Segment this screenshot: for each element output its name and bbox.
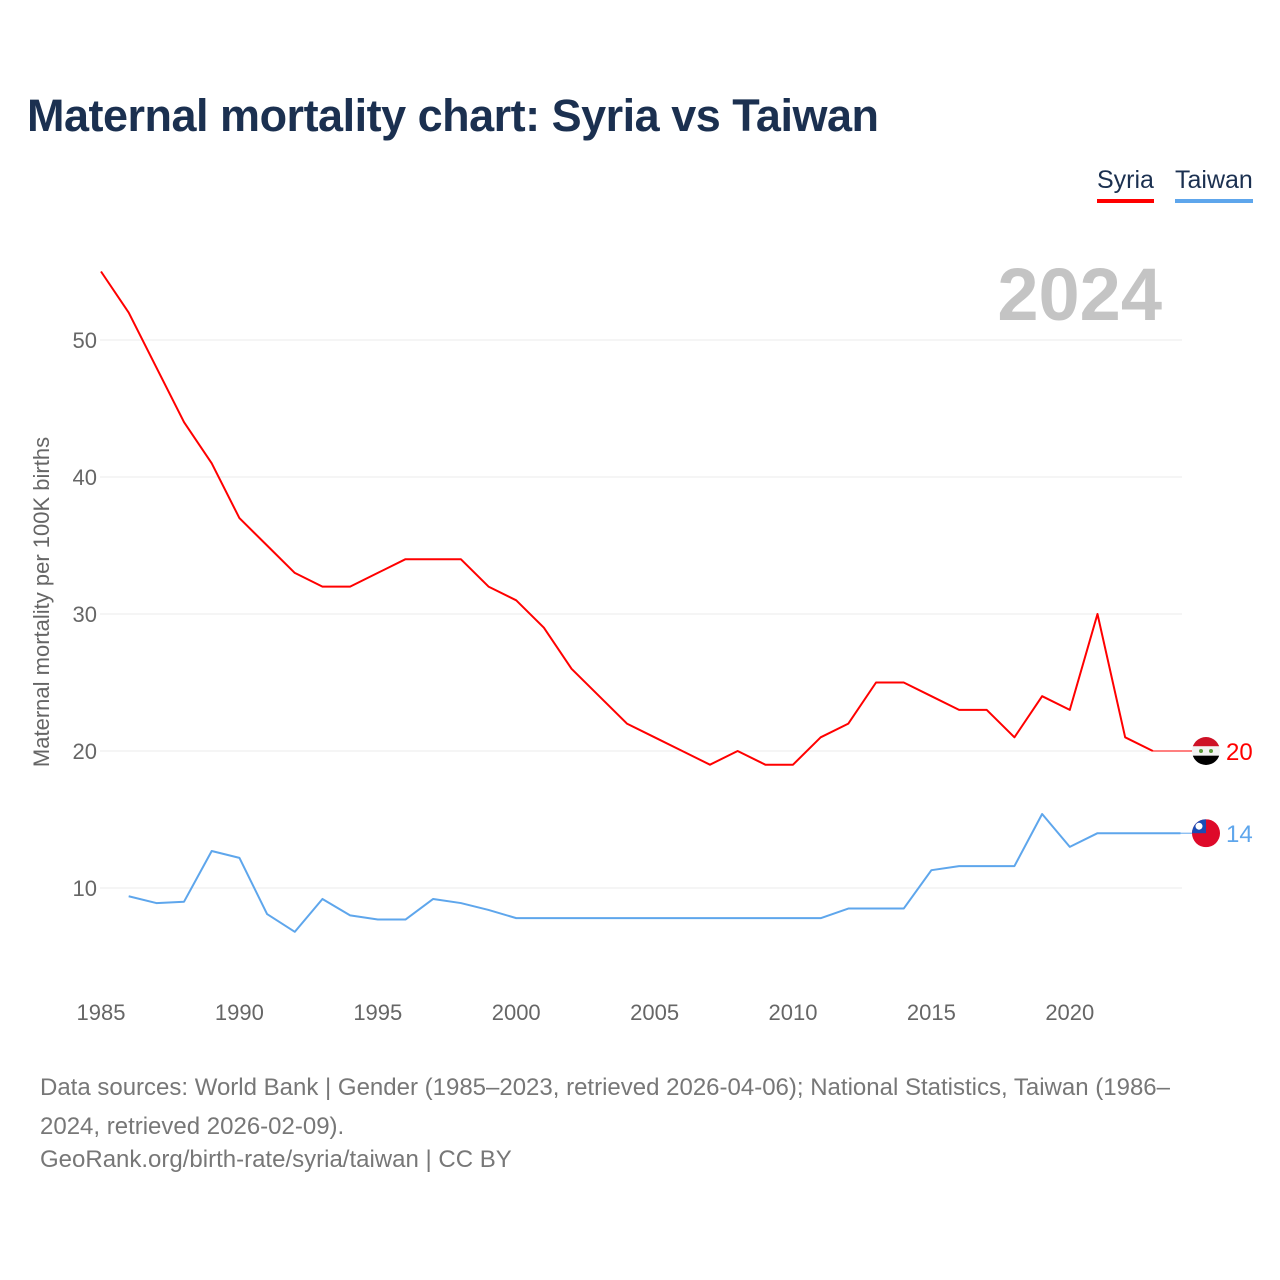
data-sources: Data sources: World Bank | Gender (1985–…	[40, 1074, 1170, 1140]
legend-item-syria[interactable]: Syria	[1097, 166, 1154, 203]
y-tick-label: 20	[73, 739, 97, 764]
flag-sun	[1195, 822, 1203, 830]
x-tick-label: 2000	[492, 1000, 541, 1025]
taiwan-flag-icon	[1192, 819, 1220, 848]
legend-item-taiwan[interactable]: Taiwan	[1175, 166, 1253, 203]
flag-body	[1192, 819, 1220, 848]
flag-stripe	[1192, 755, 1220, 765]
x-tick-label: 1990	[215, 1000, 264, 1025]
series-line-taiwan	[128, 813, 1181, 933]
x-tick-label: 2020	[1045, 1000, 1094, 1025]
y-tick-label: 40	[73, 465, 97, 490]
series-line-syria	[100, 270, 1154, 766]
chart-title: Maternal mortality chart: Syria vs Taiwa…	[27, 90, 879, 141]
y-tick-label: 50	[73, 328, 97, 353]
x-tick-label: 2010	[769, 1000, 818, 1025]
flag-star	[1209, 749, 1213, 753]
x-tick-label: 2005	[630, 1000, 679, 1025]
flag-star	[1199, 749, 1203, 753]
end-value-label: 14	[1226, 821, 1253, 848]
y-tick-label: 10	[73, 876, 97, 901]
x-tick-label: 2015	[907, 1000, 956, 1025]
end-value-label: 20	[1226, 739, 1253, 766]
flag-stripe	[1192, 746, 1220, 756]
flag-body	[1192, 737, 1220, 765]
x-tick-label: 1985	[77, 1000, 126, 1025]
flag-stripe	[1192, 737, 1220, 747]
y-tick-label: 30	[73, 602, 97, 627]
credit-link[interactable]: GeoRank.org/birth-rate/syria/taiwan | CC…	[40, 1146, 512, 1173]
x-tick-label: 1995	[353, 1000, 402, 1025]
syria-flag-icon	[1192, 737, 1220, 765]
year-label: 2024	[997, 253, 1162, 336]
